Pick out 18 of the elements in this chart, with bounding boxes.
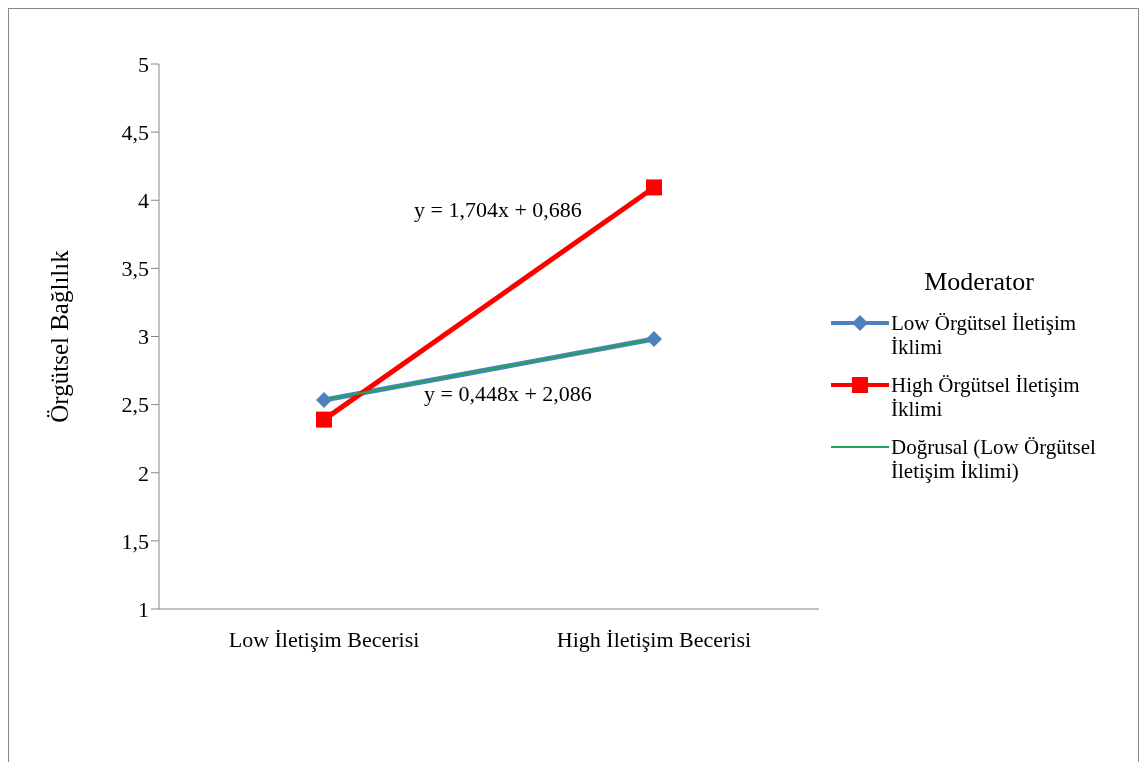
- y-tick-label: 3,5: [121, 256, 149, 282]
- legend-title: Moderator: [923, 266, 1035, 297]
- y-tick-label: 1,5: [121, 528, 149, 554]
- x-tick-label: High İletişim Becerisi: [556, 626, 752, 652]
- legend-label: Doğrusal (Low Örgütsel İletişim İklimi): [891, 434, 1097, 483]
- y-tick-label: 2,5: [121, 392, 149, 418]
- y-tick-label: 2: [138, 460, 149, 486]
- annotation: y = 1,704x + 0,686: [414, 197, 582, 223]
- y-tick-label: 1: [138, 596, 149, 622]
- x-tick-label: Low İletişim Becerisi: [228, 626, 420, 652]
- y-tick-label: 5: [138, 51, 149, 77]
- y-tick-label: 4: [138, 188, 149, 214]
- legend-label: Low Örgütsel İletişim İklimi: [891, 310, 1078, 359]
- y-tick-label: 4,5: [121, 119, 149, 145]
- y-tick-label: 3: [138, 324, 149, 350]
- y-axis-title: Örgütsel Bağlılık: [45, 249, 73, 423]
- legend-label: High Örgütsel İletişim İklimi: [891, 372, 1081, 421]
- annotation: y = 0,448x + 2,086: [424, 381, 592, 407]
